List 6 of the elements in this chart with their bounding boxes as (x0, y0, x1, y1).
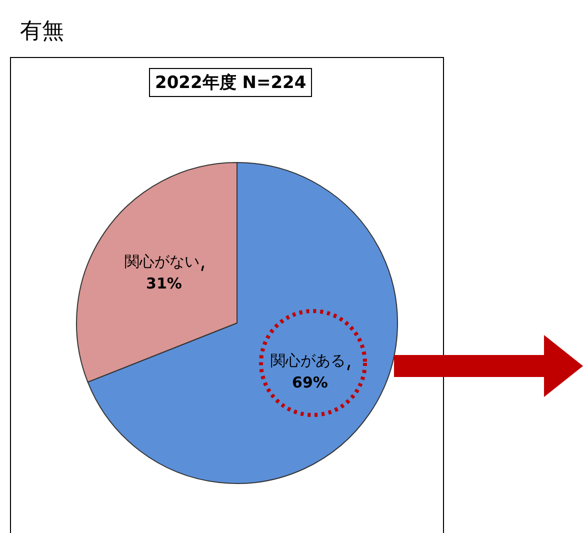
slice-label: 関心がある (270, 352, 346, 370)
data-label: 31% (146, 274, 182, 292)
slice-label: 関心がない (124, 252, 200, 270)
data-label: 69% (292, 374, 328, 392)
text: 有無 (20, 18, 64, 46)
chart-title: 2022年度 N=224 (149, 68, 312, 97)
